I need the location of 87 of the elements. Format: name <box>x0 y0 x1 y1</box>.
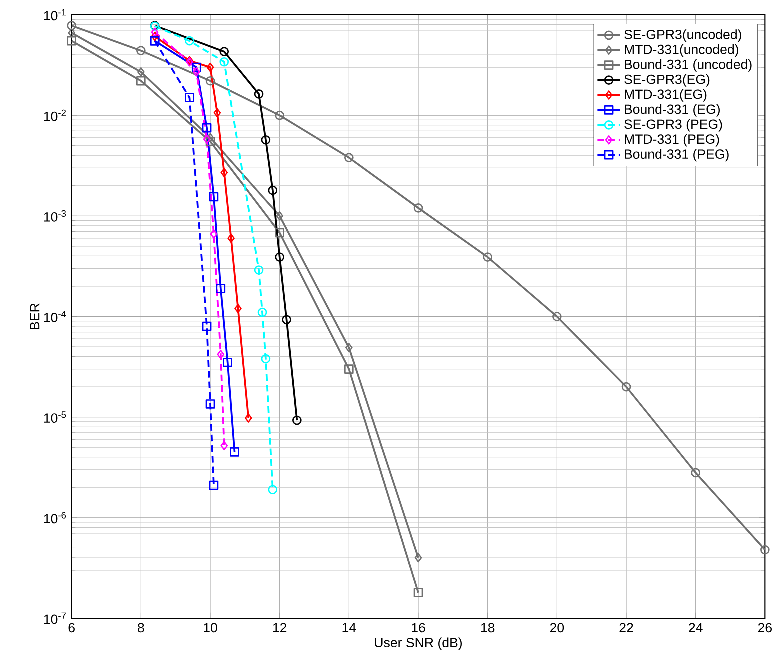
point <box>67 20 76 30</box>
y-tick-label: 10$^{-6}$ <box>44 512 66 524</box>
point <box>282 315 292 324</box>
x-tick-label: 18 <box>481 623 495 632</box>
x-tick-label: 20 <box>550 623 564 632</box>
legend-label: MTD-331 (PEG) <box>625 134 720 147</box>
point <box>268 186 278 195</box>
x-tick-label: 14 <box>342 623 356 632</box>
legend-label: MTD-331(uncoded) <box>625 44 738 57</box>
point <box>760 545 770 554</box>
legend-label: Bound-331 (uncoded) <box>625 59 752 72</box>
point <box>210 229 218 239</box>
x-tick-label: 6 <box>68 623 75 632</box>
point <box>275 110 284 120</box>
point <box>136 46 146 56</box>
legend-label: SE-GPR3 (PEG) <box>624 119 722 132</box>
point <box>185 36 194 46</box>
point <box>414 553 422 562</box>
y-tick-label: 10$^{-7}$ <box>44 612 66 624</box>
point <box>151 32 159 42</box>
point <box>217 350 225 360</box>
point <box>214 108 222 118</box>
legend-label: MTD-331(EG) <box>625 89 707 102</box>
legend-label: SE-GPR3(uncoded) <box>624 29 742 42</box>
x-tick-label: 16 <box>412 623 426 632</box>
x-tick-label: 24 <box>689 623 703 632</box>
point <box>261 354 271 364</box>
x-tick-label: 22 <box>620 623 634 632</box>
point <box>691 468 700 478</box>
point <box>414 588 424 598</box>
point <box>209 192 219 202</box>
x-tick-label: 26 <box>758 623 772 632</box>
point <box>234 304 242 314</box>
point <box>344 152 354 162</box>
point <box>223 358 232 368</box>
point <box>206 399 216 409</box>
point <box>414 203 424 213</box>
point <box>244 413 252 423</box>
point <box>206 76 216 86</box>
point <box>192 67 200 77</box>
point <box>203 134 211 144</box>
x-tick-label: 8 <box>138 623 144 632</box>
point <box>138 67 145 77</box>
x-tick-label: 12 <box>273 623 287 632</box>
y-tick-label: 10$^{-2}$ <box>44 110 66 122</box>
point <box>185 92 194 102</box>
point <box>202 123 212 133</box>
point <box>622 382 632 392</box>
point <box>67 36 76 46</box>
point <box>151 28 159 37</box>
point <box>220 46 230 56</box>
y-tick-label: 10$^{-3}$ <box>44 210 66 222</box>
legend-label: Bound-331 (EG) <box>625 104 720 117</box>
point <box>220 168 228 178</box>
point <box>206 133 214 142</box>
point <box>346 343 353 352</box>
point <box>136 76 146 86</box>
point <box>228 234 235 243</box>
point <box>254 89 264 99</box>
point <box>192 62 202 72</box>
y-tick-label: 10$^{-1}$ <box>44 9 66 20</box>
point <box>268 485 278 494</box>
x-axis-title: User SNR (dB) <box>375 638 462 650</box>
point <box>261 135 271 145</box>
point <box>344 364 354 374</box>
point <box>220 441 228 450</box>
y-tick-label: 10$^{-4}$ <box>44 310 66 322</box>
point <box>216 284 226 294</box>
y-tick-label: 10$^{-5}$ <box>44 411 66 423</box>
point <box>202 322 212 331</box>
point <box>220 57 230 67</box>
x-tick-label: 10 <box>204 623 218 632</box>
point <box>206 136 216 146</box>
legend-label: Bound-331 (PEG) <box>625 149 729 162</box>
point <box>230 447 240 457</box>
point <box>292 416 302 425</box>
point <box>258 308 268 318</box>
point <box>254 265 264 275</box>
y-axis-title: BER <box>30 303 40 330</box>
point <box>552 312 562 322</box>
point <box>206 62 214 72</box>
point <box>483 252 492 262</box>
point <box>275 252 284 262</box>
point <box>276 211 284 221</box>
point <box>275 228 284 238</box>
point <box>209 480 219 490</box>
legend-label: SE-GPR3(EG) <box>624 74 710 87</box>
